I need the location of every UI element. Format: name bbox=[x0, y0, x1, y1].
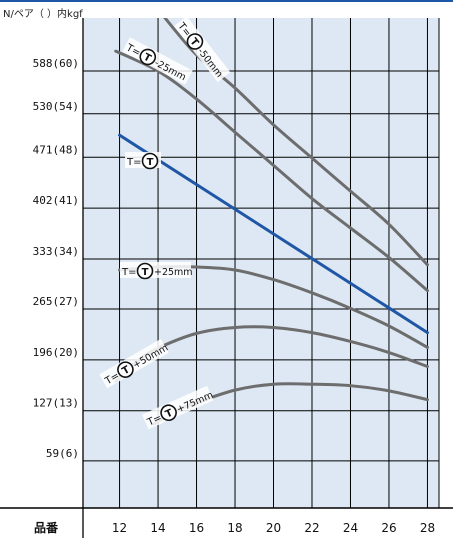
t-circle-letter: T bbox=[120, 364, 132, 377]
unit-label: N/ペア（ ）内kgf bbox=[3, 9, 83, 20]
x-tick-label: 12 bbox=[112, 521, 127, 535]
x-tick-label: 20 bbox=[266, 521, 281, 535]
series-label-bg bbox=[122, 37, 193, 85]
t-circle-icon bbox=[139, 48, 157, 66]
t-circle-icon bbox=[117, 361, 134, 378]
x-tick-label: 22 bbox=[304, 521, 319, 535]
y-tick-label: 588(60) bbox=[33, 57, 79, 70]
series-label-prefix: T= bbox=[126, 157, 142, 168]
t-circle-icon bbox=[136, 262, 154, 280]
series-line-1 bbox=[114, 49, 429, 293]
t-circle-letter: T bbox=[164, 408, 175, 421]
y-tick-label: 333(34) bbox=[33, 245, 79, 258]
y-tick-label: 402(41) bbox=[33, 194, 79, 207]
y-tick-label: 127(13) bbox=[33, 397, 79, 410]
y-tick-label: 196(20) bbox=[33, 346, 79, 359]
x-tick-label: 14 bbox=[150, 521, 165, 535]
y-tick-label: 265(27) bbox=[33, 295, 79, 308]
x-tick-label: 26 bbox=[381, 521, 396, 535]
y-tick-label: 59(6) bbox=[46, 447, 79, 460]
t-circle-icon bbox=[186, 33, 204, 50]
t-circle-icon bbox=[160, 404, 177, 422]
series-label-bg bbox=[142, 385, 214, 430]
top-accent-bar bbox=[0, 0, 453, 2]
series-label-bg bbox=[174, 16, 231, 83]
series-label-2: T= T bbox=[125, 152, 161, 170]
x-tick-label: 28 bbox=[420, 521, 435, 535]
series-label-bg bbox=[99, 338, 169, 389]
t-circle-letter: T bbox=[141, 52, 152, 65]
t-circle-letter: T bbox=[142, 267, 149, 278]
series-label-prefix: T= bbox=[121, 267, 137, 278]
x-tick-label: 16 bbox=[189, 521, 204, 535]
t-circle-letter: T bbox=[147, 157, 154, 168]
x-tick-label: 24 bbox=[343, 521, 358, 535]
series-line-2 bbox=[118, 133, 429, 335]
x-tick-label: 18 bbox=[227, 521, 242, 535]
t-circle-icon bbox=[141, 152, 159, 170]
y-tick-label: 530(54) bbox=[33, 100, 79, 113]
x-axis-label: 品番 bbox=[34, 520, 59, 535]
y-tick-label: 471(48) bbox=[33, 143, 79, 156]
series-label-3: T= T +25mm bbox=[120, 262, 193, 280]
series-label-suffix: +25mm bbox=[154, 267, 193, 278]
